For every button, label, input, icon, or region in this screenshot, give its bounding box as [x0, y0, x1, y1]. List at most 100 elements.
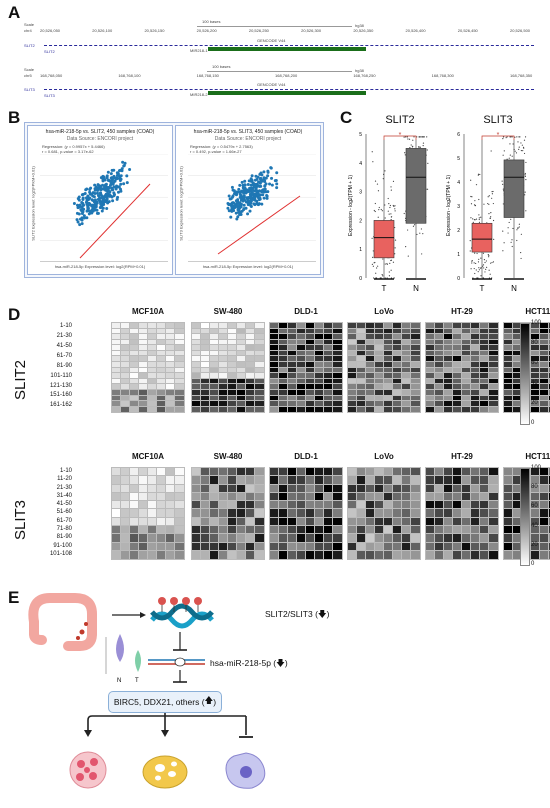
heatmap-cell — [512, 366, 523, 375]
jitter-point — [477, 271, 479, 273]
heatmap-cell — [503, 344, 514, 352]
jitter-point — [515, 152, 518, 154]
heatmap-cell — [347, 361, 358, 369]
jitter-point — [390, 189, 392, 191]
heatmap-cell — [401, 483, 412, 494]
scatter-point — [258, 181, 262, 185]
jitter-point — [404, 136, 407, 138]
heatmap-cell — [174, 483, 185, 494]
heatmap-cell — [287, 466, 298, 478]
scatter-point — [119, 177, 123, 181]
heatmap-cell — [245, 491, 256, 503]
heatmap-cell — [209, 508, 220, 519]
heatmap-cell — [332, 508, 343, 519]
jitter-point — [408, 138, 411, 140]
jitter-point — [478, 267, 480, 269]
jitter-point — [381, 274, 383, 276]
heatmap-cell — [365, 541, 376, 552]
heatmap-cell — [383, 377, 394, 386]
heatmap-cell — [191, 344, 202, 352]
heatmap-cell — [129, 405, 140, 414]
scatter-point — [265, 194, 269, 198]
heatmap-cell — [488, 466, 499, 478]
heatmap-cell — [191, 372, 202, 380]
heatmap-cell — [374, 366, 385, 375]
heatmap-cell — [539, 372, 550, 380]
heatmap-cell — [305, 533, 316, 544]
heatmap-cell — [452, 541, 463, 552]
heatmap-cell — [383, 405, 394, 414]
heatmap-cell — [156, 349, 167, 358]
heatmap-cell — [254, 366, 265, 375]
scatter-point — [231, 188, 235, 192]
jitter-point — [393, 277, 395, 279]
coordinate-tick: 20,526,150 — [144, 28, 165, 33]
jitter-point — [469, 240, 471, 242]
heatmap-cell — [434, 394, 445, 403]
heatmap-cell — [165, 541, 176, 552]
heatmap-cell — [512, 377, 523, 386]
jitter-point — [384, 170, 386, 172]
heatmap-cell — [305, 475, 316, 486]
heatmap-cell — [129, 389, 140, 397]
heatmap-cell — [156, 344, 167, 352]
heatmap-cell — [200, 322, 211, 330]
heatmap-cell — [138, 372, 149, 380]
heatmap-cell — [461, 377, 472, 386]
heatmap-cell — [278, 338, 289, 347]
heatmap-cell — [332, 500, 343, 511]
heatmap-cell — [470, 338, 481, 347]
jitter-point — [525, 161, 527, 164]
heatmap-cell — [539, 549, 550, 561]
heatmap-cell — [138, 549, 149, 561]
heatmap-cell — [278, 466, 289, 478]
jitter-point — [392, 180, 395, 182]
heatmap-cell — [539, 349, 550, 358]
jitter-point — [478, 258, 480, 260]
heatmap-cell — [209, 549, 220, 561]
heatmap-cell — [245, 383, 256, 391]
heatmap-cell — [425, 491, 436, 503]
heatmap-cell — [191, 338, 202, 347]
jitter-point — [377, 190, 380, 192]
heatmap-cell — [479, 400, 490, 408]
jitter-point — [511, 239, 513, 241]
heatmap-cell — [410, 524, 421, 536]
heatmap-cell — [296, 491, 307, 503]
y-tick-label: 5 — [359, 132, 362, 138]
jitter-point — [484, 271, 486, 273]
heatmap-cell — [245, 366, 256, 375]
heatmap-cell — [374, 400, 385, 408]
heatmap-cell — [503, 541, 514, 552]
coordinate-tick: 168,768,300 — [431, 73, 454, 78]
scatter-point — [109, 194, 113, 198]
jitter-point — [483, 267, 485, 269]
heatmap-cell — [479, 541, 490, 552]
heatmap-cell — [425, 327, 436, 336]
heatmap-cell — [236, 475, 247, 486]
jitter-point — [373, 262, 375, 264]
jitter-point — [420, 228, 423, 230]
heatmap-cell — [227, 549, 238, 561]
scatter-point — [275, 182, 279, 186]
heatmap-cell — [174, 500, 185, 511]
heatmap-cell — [461, 355, 472, 363]
heatmap-cell — [269, 366, 280, 375]
y-axis-label: Expression - log2(TPM + 1) — [446, 175, 452, 236]
heatmap-cell — [347, 349, 358, 358]
scale-label-2: Scale — [24, 67, 35, 72]
heatmap-cell — [236, 394, 247, 403]
heatmap-cell — [392, 466, 403, 478]
heatmap-cell — [365, 344, 376, 352]
heatmap-cell — [296, 508, 307, 519]
heatmap-cell — [374, 377, 385, 386]
heatmap-cell — [332, 322, 343, 330]
heatmap-cell — [356, 389, 367, 397]
heatmap-cell — [129, 500, 140, 511]
heatmap-cell — [278, 377, 289, 386]
heatmap-cell — [401, 466, 412, 478]
heatmap-cell — [383, 383, 394, 391]
heatmap-cell — [236, 508, 247, 519]
heatmap-cell — [512, 405, 523, 414]
jitter-point — [388, 275, 391, 277]
